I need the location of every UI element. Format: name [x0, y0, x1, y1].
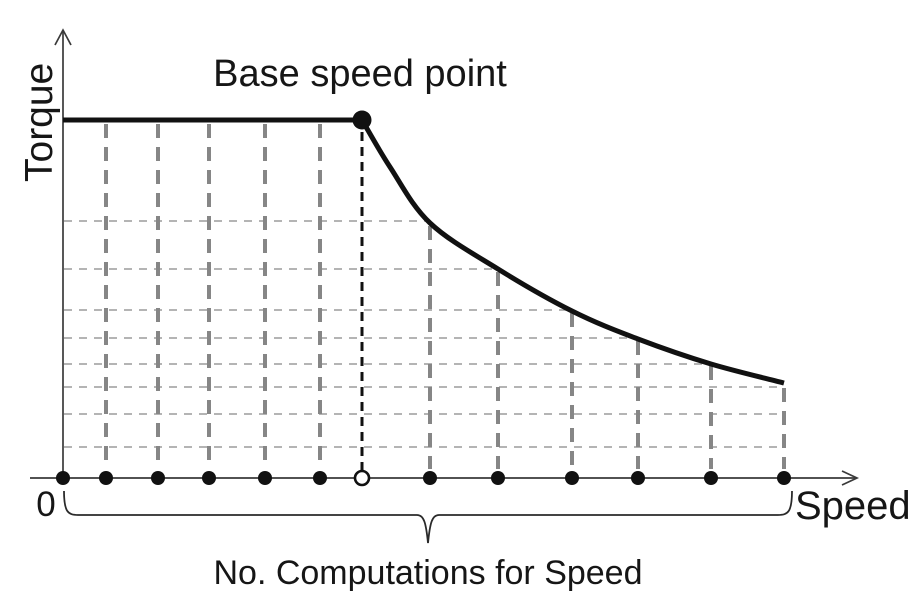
axes — [30, 28, 860, 486]
speed-sample-dot — [151, 471, 165, 485]
speed-sample-dot — [56, 471, 70, 485]
speed-sample-dots — [56, 110, 791, 487]
x-axis-label: Speed — [795, 484, 911, 528]
speed-sample-dot — [423, 471, 437, 485]
origin-label: 0 — [36, 485, 55, 524]
base-speed-point-dot — [352, 110, 372, 130]
speed-sample-dot — [704, 471, 718, 485]
y-axis-arrow-icon — [54, 28, 72, 46]
x-axis-arrow-icon — [841, 470, 860, 486]
speed-sample-dot — [313, 471, 327, 485]
torque-level-gridlines — [64, 220, 783, 448]
speed-sample-dot — [99, 471, 113, 485]
speed-sample-dot — [258, 471, 272, 485]
speed-sample-dot — [777, 471, 791, 485]
speed-sample-dot — [202, 471, 216, 485]
y-axis-label: Torque — [18, 63, 61, 182]
base-speed-open-marker — [353, 469, 371, 487]
base-speed-point-label: Base speed point — [213, 53, 507, 95]
speed-gridlines — [104, 124, 786, 470]
speed-sample-dot — [491, 471, 505, 485]
torque-curve — [63, 117, 785, 386]
range-brace — [63, 490, 793, 544]
speed-sample-dot — [631, 471, 645, 485]
brace-label: No. Computations for Speed — [213, 554, 642, 592]
speed-sample-dot — [565, 471, 579, 485]
